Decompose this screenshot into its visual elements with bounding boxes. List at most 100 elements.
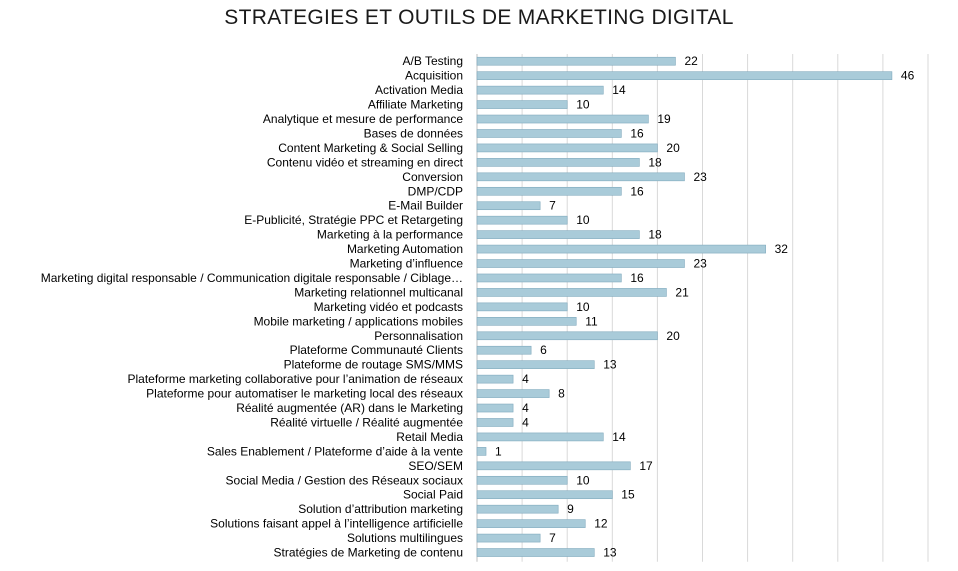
category-label: Solutions multilingues (347, 531, 463, 545)
data-label: 10 (576, 473, 590, 487)
bar (476, 259, 685, 268)
data-label: 10 (576, 98, 590, 112)
data-label: 46 (901, 69, 915, 83)
category-label: SEO/SEM (408, 459, 463, 473)
data-label: 18 (648, 155, 662, 169)
data-labels: 2246141019162018231671018322316211011206… (495, 54, 915, 559)
bar (476, 447, 487, 456)
bar (476, 71, 893, 80)
data-label: 23 (693, 170, 707, 184)
bar (476, 100, 568, 109)
bar (476, 143, 658, 153)
bars (476, 56, 893, 557)
category-label: Réalité virtuelle / Réalité augmentée (270, 415, 463, 429)
data-label: 13 (603, 546, 617, 560)
data-label: 9 (567, 502, 574, 516)
category-label: Solutions faisant appel à l’intelligence… (210, 517, 463, 531)
bar (476, 403, 514, 413)
data-label: 18 (648, 228, 662, 242)
data-label: 4 (522, 372, 529, 386)
data-label: 32 (775, 242, 789, 256)
data-label: 4 (522, 401, 529, 415)
bar (476, 374, 514, 384)
category-label: Analytique et mesure de performance (263, 112, 463, 126)
category-label: Personnalisation (374, 329, 463, 343)
category-label: Plateforme Communauté Clients (290, 343, 463, 357)
category-label: Marketing d’influence (350, 257, 464, 271)
category-label: DMP/CDP (408, 184, 463, 198)
bar (476, 418, 514, 427)
bar (476, 172, 685, 182)
bar (476, 85, 604, 95)
category-label: Contenu vidéo et streaming en direct (267, 155, 464, 169)
category-label: Activation Media (375, 83, 463, 97)
category-label: Bases de données (364, 126, 463, 140)
data-label: 21 (675, 285, 689, 299)
bar (476, 519, 586, 528)
bar (476, 114, 649, 124)
data-label: 20 (666, 329, 680, 343)
bar (476, 244, 766, 254)
category-label: Solution d’attribution marketing (298, 502, 463, 516)
data-label: 7 (549, 199, 556, 213)
chart-title: STRATEGIES ET OUTILS DE MARKETING DIGITA… (224, 6, 734, 29)
bar (476, 317, 577, 326)
category-label: Conversion (402, 170, 463, 184)
category-label: Stratégies de Marketing de contenu (274, 546, 463, 560)
bar (476, 215, 568, 225)
bar (476, 432, 604, 442)
category-label: Plateforme de routage SMS/MMS (284, 358, 463, 372)
bar (476, 360, 595, 369)
category-label: Marketing relationnel multicanal (294, 285, 463, 299)
category-label: A/B Testing (403, 54, 463, 68)
data-label: 16 (630, 126, 644, 140)
bar (476, 288, 667, 297)
category-label: Mobile marketing / applications mobiles (254, 314, 463, 328)
data-label: 19 (657, 112, 671, 126)
category-label: E-Publicité, Stratégie PPC et Retargetin… (244, 213, 463, 227)
bar (476, 475, 568, 485)
bar (476, 533, 541, 543)
category-label: Plateforme marketing collaborative pour … (127, 372, 463, 386)
data-label: 17 (639, 459, 653, 473)
data-label: 15 (621, 488, 635, 502)
data-label: 8 (558, 387, 565, 401)
category-label: Réalité augmentée (AR) dans le Marketing (236, 401, 463, 415)
data-label: 7 (549, 531, 556, 545)
data-label: 16 (630, 184, 644, 198)
category-label: Marketing vidéo et podcasts (314, 300, 463, 314)
data-label: 20 (666, 141, 680, 155)
category-label: E-Mail Builder (388, 199, 463, 213)
bar (476, 230, 640, 239)
category-label: Marketing Automation (347, 242, 463, 256)
data-label: 1 (495, 444, 502, 458)
bar (476, 129, 622, 138)
category-label: Social Paid (403, 488, 463, 502)
bar (476, 389, 550, 398)
bar (476, 548, 595, 557)
bar (476, 345, 532, 355)
category-label: Retail Media (396, 430, 463, 444)
bar (476, 201, 541, 211)
category-label: Plateforme pour automatiser le marketing… (146, 387, 463, 401)
bar (476, 461, 631, 471)
data-label: 23 (693, 257, 707, 271)
category-label: Marketing digital responsable / Communic… (41, 271, 463, 285)
data-label: 14 (612, 430, 626, 444)
bar (476, 331, 658, 341)
bar (476, 302, 568, 312)
category-label: Acquisition (405, 69, 463, 83)
data-label: 4 (522, 415, 529, 429)
bar (476, 56, 676, 66)
category-label: Sales Enablement / Plateforme d’aide à l… (207, 444, 463, 458)
category-label: Marketing à la performance (317, 228, 463, 242)
data-label: 11 (585, 314, 598, 328)
category-label: Affiliate Marketing (368, 98, 463, 112)
data-label: 10 (576, 300, 590, 314)
data-label: 14 (612, 83, 626, 97)
data-label: 12 (594, 517, 608, 531)
category-label: Content Marketing & Social Selling (278, 141, 463, 155)
bar (476, 490, 613, 500)
